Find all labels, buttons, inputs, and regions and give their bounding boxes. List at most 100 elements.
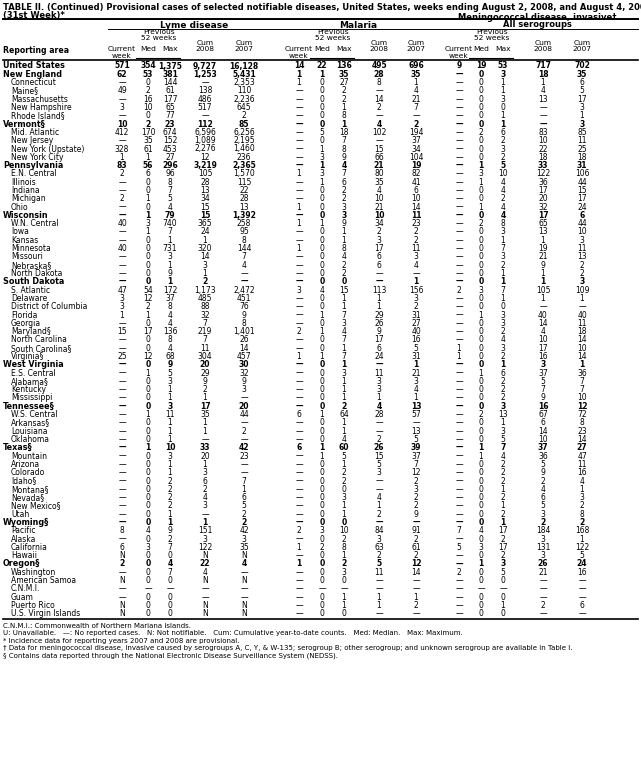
Text: 6: 6 [501,128,506,137]
Text: —: — [455,244,463,253]
Text: 0: 0 [479,435,483,444]
Text: 0: 0 [319,211,324,220]
Text: 0: 0 [479,476,483,486]
Text: 29: 29 [374,311,384,319]
Text: —: — [412,111,420,120]
Text: Virginia§: Virginia§ [11,352,44,361]
Text: 106: 106 [575,170,589,178]
Text: All serogroups: All serogroups [503,20,572,29]
Text: —: — [375,360,383,369]
Text: 9: 9 [242,311,246,319]
Text: Illinois: Illinois [11,177,36,187]
Text: 1: 1 [579,294,585,303]
Text: 35: 35 [200,410,210,419]
Text: —: — [412,419,420,427]
Text: 9: 9 [413,510,419,519]
Text: —: — [375,419,383,427]
Text: 6: 6 [296,443,302,453]
Text: 0: 0 [320,426,324,436]
Text: 0: 0 [478,402,483,411]
Text: 0: 0 [167,576,172,585]
Text: 2: 2 [342,468,346,477]
Text: 3: 3 [413,294,419,303]
Text: —: — [118,236,126,245]
Text: —: — [118,252,126,261]
Text: 5: 5 [342,452,346,460]
Text: 3: 3 [501,95,506,104]
Text: 1: 1 [168,510,172,519]
Text: 8: 8 [501,219,505,228]
Text: 21: 21 [374,203,384,211]
Text: 236: 236 [237,153,251,162]
Text: 12: 12 [577,402,587,411]
Text: —: — [455,194,463,204]
Text: N: N [241,601,247,610]
Text: 2: 2 [501,460,505,469]
Text: 3: 3 [579,278,585,286]
Text: 1: 1 [342,426,346,436]
Text: 7: 7 [167,543,172,552]
Text: 34: 34 [411,144,421,153]
Text: 2: 2 [120,194,124,204]
Text: Michigan: Michigan [11,194,46,204]
Text: 144: 144 [163,78,178,87]
Text: 4: 4 [167,203,172,211]
Text: —: — [240,393,248,402]
Text: 62: 62 [117,70,128,79]
Text: —: — [118,177,126,187]
Text: 2: 2 [579,501,585,510]
Text: 0: 0 [320,485,324,493]
Text: 0: 0 [342,609,346,618]
Text: 3: 3 [501,252,506,261]
Text: 2: 2 [242,426,246,436]
Text: 0: 0 [146,419,151,427]
Text: West Virginia: West Virginia [3,360,63,369]
Text: —: — [296,144,303,153]
Text: —: — [296,609,303,618]
Text: Ohio: Ohio [11,203,29,211]
Text: 15: 15 [374,144,384,153]
Text: 53: 53 [498,62,508,70]
Text: 2007: 2007 [235,46,253,52]
Text: —: — [455,144,463,153]
Text: 20: 20 [238,402,249,411]
Text: 8: 8 [342,543,346,552]
Text: —: — [296,211,303,220]
Text: 3: 3 [146,543,151,552]
Text: Kansas: Kansas [11,236,38,245]
Text: 21: 21 [538,567,548,577]
Text: 0: 0 [146,360,151,369]
Text: 1: 1 [342,501,346,510]
Text: 2: 2 [342,95,346,104]
Text: (31st Week)*: (31st Week)* [3,11,65,20]
Text: 4: 4 [501,452,506,460]
Text: —: — [296,111,303,120]
Text: —: — [296,593,303,601]
Text: 0: 0 [320,593,324,601]
Text: 27: 27 [411,318,420,328]
Text: 0: 0 [320,261,324,270]
Text: —: — [118,426,126,436]
Text: 10: 10 [339,527,349,535]
Text: 27: 27 [577,443,587,453]
Text: 52 weeks: 52 weeks [141,35,177,41]
Text: —: — [375,518,383,527]
Text: 0: 0 [320,203,324,211]
Text: 17: 17 [374,335,384,345]
Text: 10: 10 [577,344,587,352]
Text: Med: Med [473,46,489,52]
Text: 2: 2 [203,386,208,394]
Text: 41: 41 [411,177,420,187]
Text: 412: 412 [115,128,129,137]
Text: —: — [240,593,248,601]
Text: 0: 0 [320,534,324,544]
Text: U.S. Virgin Islands: U.S. Virgin Islands [11,609,80,618]
Text: 1: 1 [501,419,505,427]
Text: 113: 113 [372,285,386,295]
Text: 0: 0 [479,186,483,195]
Text: 35: 35 [411,70,421,79]
Text: 320: 320 [198,244,212,253]
Text: N: N [202,551,208,561]
Text: 112: 112 [197,120,213,129]
Text: Oklahoma: Oklahoma [11,435,50,444]
